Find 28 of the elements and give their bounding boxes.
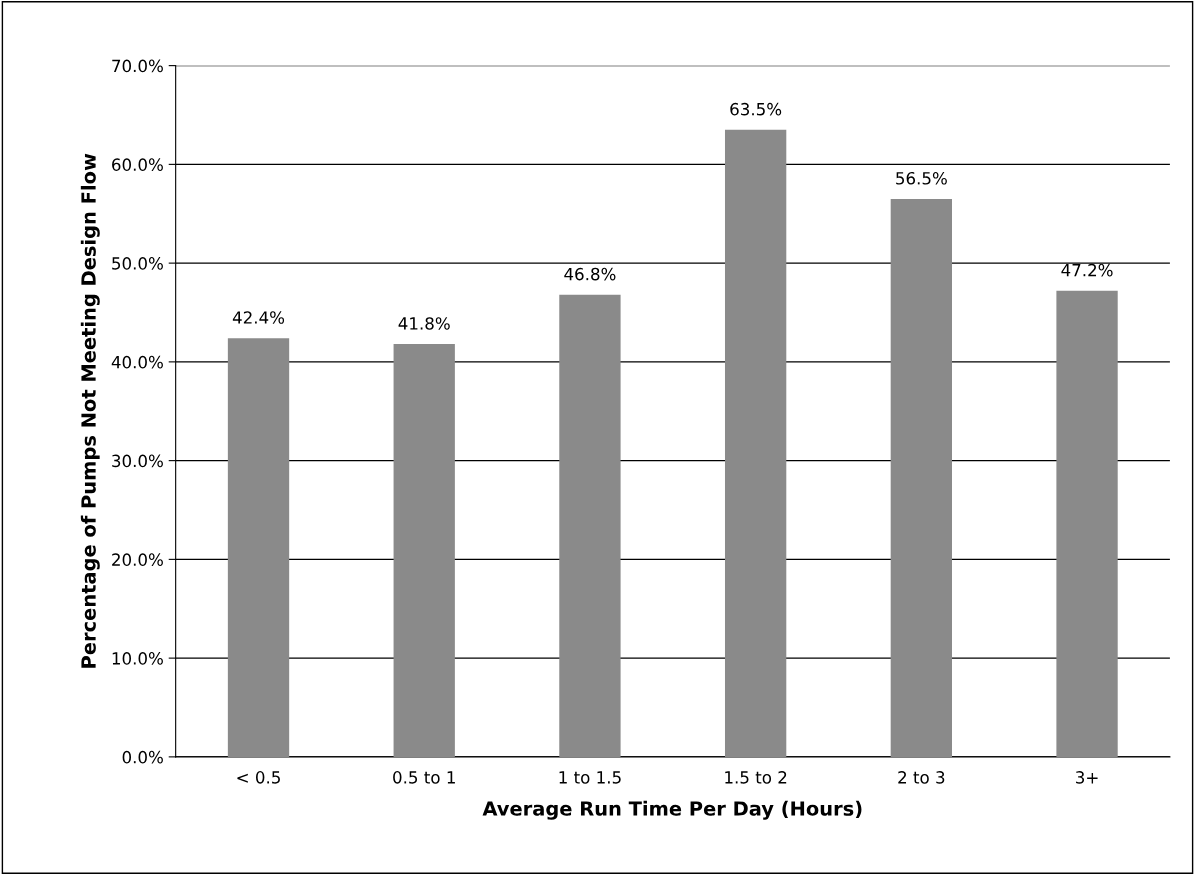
x-tick-label: 3+ bbox=[1076, 771, 1098, 784]
x-axis-title: Average Run Time Per Day (Hours) bbox=[482, 800, 862, 820]
bar bbox=[393, 344, 455, 757]
data-label: 63.5% bbox=[730, 102, 782, 116]
data-label: 42.4% bbox=[232, 311, 285, 324]
data-label: 47.2% bbox=[1061, 263, 1113, 277]
bar bbox=[890, 198, 952, 757]
x-tick-label: 1.5 to 2 bbox=[725, 771, 787, 784]
bar bbox=[724, 129, 787, 757]
y-tick-label: 10.0% bbox=[112, 652, 163, 665]
bar bbox=[227, 338, 290, 757]
bar bbox=[559, 294, 621, 757]
bar bbox=[1056, 290, 1118, 757]
data-label: 56.5% bbox=[896, 171, 947, 185]
y-tick-label: 60.0% bbox=[112, 158, 163, 171]
y-tick-label: 40.0% bbox=[111, 355, 163, 369]
y-tick-label: 0.0% bbox=[122, 750, 163, 764]
y-tick-label: 20.0% bbox=[112, 553, 163, 566]
data-label: 41.8% bbox=[398, 317, 450, 330]
y-axis-title: Percentage of Pumps Not Meeting Design Flow bbox=[80, 153, 100, 668]
x-tick-label: < 0.5 bbox=[237, 771, 280, 784]
x-tick-label: 1 to 1.5 bbox=[559, 771, 621, 784]
y-tick-label: 30.0% bbox=[112, 454, 163, 468]
x-tick-label: 2 to 3 bbox=[898, 771, 945, 784]
y-tick-label: 50.0% bbox=[112, 257, 163, 270]
y-tick-label: 70.0% bbox=[112, 59, 163, 73]
data-label: 46.8% bbox=[564, 267, 616, 281]
x-tick-label: 0.5 to 1 bbox=[393, 771, 455, 784]
